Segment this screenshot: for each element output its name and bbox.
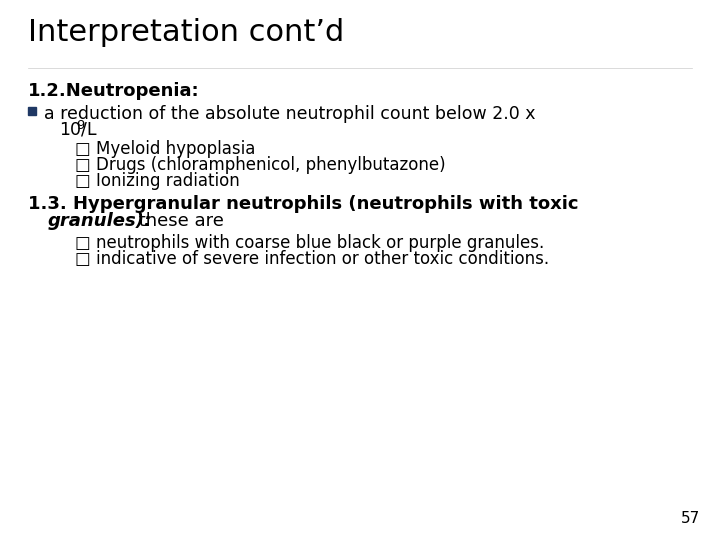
FancyBboxPatch shape xyxy=(28,107,36,115)
Text: 1.3. Hypergranular neutrophils (neutrophils with toxic: 1.3. Hypergranular neutrophils (neutroph… xyxy=(28,195,578,213)
Text: 9: 9 xyxy=(76,119,84,132)
Text: a reduction of the absolute neutrophil count below 2.0 x: a reduction of the absolute neutrophil c… xyxy=(44,105,536,123)
Text: /L: /L xyxy=(81,121,96,139)
Text: 57: 57 xyxy=(680,511,700,526)
Text: these are: these are xyxy=(133,212,224,230)
Text: □ Ionizing radiation: □ Ionizing radiation xyxy=(75,172,240,190)
Text: 1.2.Neutropenia:: 1.2.Neutropenia: xyxy=(28,82,199,100)
Text: Interpretation cont’d: Interpretation cont’d xyxy=(28,18,344,47)
Text: □ Myeloid hypoplasia: □ Myeloid hypoplasia xyxy=(75,140,256,158)
Text: granules):: granules): xyxy=(48,212,152,230)
Text: 10: 10 xyxy=(59,121,81,139)
Text: □ neutrophils with coarse blue black or purple granules.: □ neutrophils with coarse blue black or … xyxy=(75,234,544,252)
Text: □ indicative of severe infection or other toxic conditions.: □ indicative of severe infection or othe… xyxy=(75,250,549,268)
Text: □ Drugs (chloramphenicol, phenylbutazone): □ Drugs (chloramphenicol, phenylbutazone… xyxy=(75,156,446,174)
